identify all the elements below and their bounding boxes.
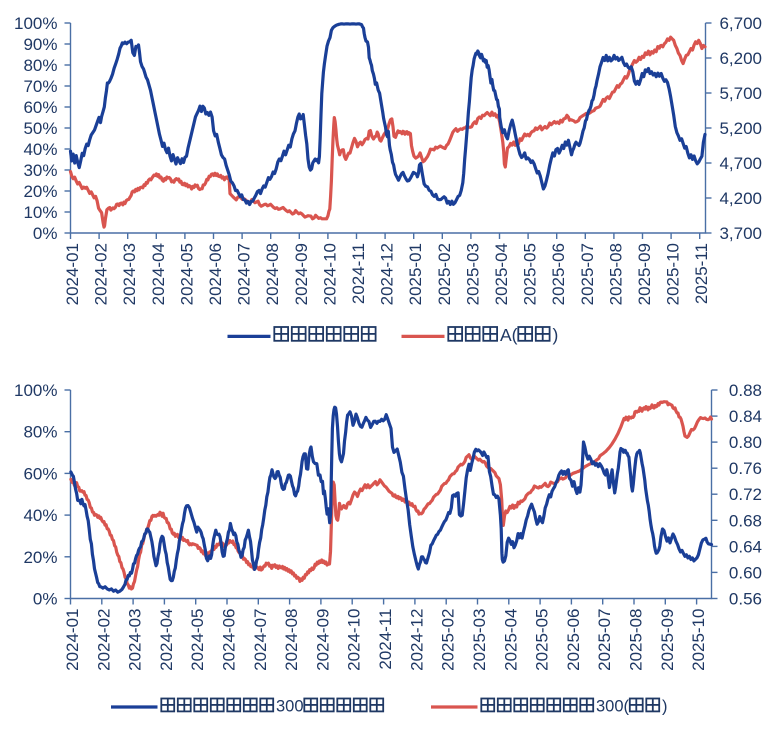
svg-text:20%: 20% — [23, 182, 57, 201]
svg-text:2025-10: 2025-10 — [689, 609, 708, 671]
svg-text:2025-07: 2025-07 — [595, 609, 614, 671]
svg-text:0.88: 0.88 — [729, 381, 762, 400]
svg-text:0%: 0% — [33, 224, 58, 243]
svg-text:2024-03: 2024-03 — [126, 609, 145, 671]
svg-text:2024-01: 2024-01 — [63, 243, 82, 305]
svg-text:100%: 100% — [14, 14, 57, 33]
svg-text:2025-06: 2025-06 — [564, 609, 583, 671]
svg-text:90%: 90% — [23, 35, 57, 54]
svg-text:2024-04: 2024-04 — [157, 609, 176, 671]
svg-text:0.68: 0.68 — [729, 511, 762, 530]
svg-text:2024-12: 2024-12 — [378, 243, 397, 305]
svg-text:2024-11: 2024-11 — [376, 609, 395, 670]
svg-text:0.80: 0.80 — [729, 433, 762, 452]
svg-text:2024-09: 2024-09 — [292, 243, 311, 305]
svg-text:6,200: 6,200 — [719, 49, 762, 68]
svg-text:0%: 0% — [33, 590, 58, 609]
svg-text:2024-07: 2024-07 — [251, 609, 270, 671]
svg-text:2025-07: 2025-07 — [578, 243, 597, 305]
svg-text:20%: 20% — [23, 548, 57, 567]
svg-text:2024-09: 2024-09 — [313, 609, 332, 671]
svg-text:0.76: 0.76 — [729, 459, 762, 478]
svg-text:5,200: 5,200 — [719, 119, 762, 138]
svg-text:300(: 300( — [596, 698, 630, 716]
svg-text:2025-05: 2025-05 — [521, 243, 540, 305]
svg-text:80%: 80% — [23, 56, 57, 75]
svg-text:60%: 60% — [23, 98, 57, 117]
svg-text:2024-03: 2024-03 — [120, 243, 139, 305]
svg-text:2025-09: 2025-09 — [658, 609, 677, 671]
svg-text:2025-10: 2025-10 — [664, 243, 683, 305]
svg-text:0.72: 0.72 — [729, 485, 762, 504]
svg-text:2024-01: 2024-01 — [63, 609, 82, 671]
svg-text:10%: 10% — [23, 203, 57, 222]
svg-text:30%: 30% — [23, 161, 57, 180]
svg-text:2024-07: 2024-07 — [235, 243, 254, 305]
svg-text:A(: A( — [500, 325, 518, 345]
svg-text:2024-08: 2024-08 — [282, 609, 301, 671]
svg-text:50%: 50% — [23, 119, 57, 138]
svg-text:0.60: 0.60 — [729, 563, 762, 582]
svg-text:2024-02: 2024-02 — [92, 243, 111, 305]
svg-text:2025-03: 2025-03 — [463, 243, 482, 305]
svg-text:60%: 60% — [23, 464, 57, 483]
svg-text:3,700: 3,700 — [719, 224, 762, 243]
svg-text:0.84: 0.84 — [729, 407, 762, 426]
svg-text:2024-05: 2024-05 — [177, 243, 196, 305]
svg-text:2025-03: 2025-03 — [470, 609, 489, 671]
svg-text:2025-04: 2025-04 — [492, 243, 511, 305]
svg-text:5,700: 5,700 — [719, 84, 762, 103]
svg-text:2024-05: 2024-05 — [188, 609, 207, 671]
svg-text:2024-04: 2024-04 — [149, 243, 168, 305]
svg-text:0.56: 0.56 — [729, 590, 762, 609]
svg-text:2024-12: 2024-12 — [407, 609, 426, 671]
svg-text:2025-02: 2025-02 — [435, 243, 454, 305]
svg-text:): ) — [662, 698, 668, 716]
svg-text:2025-05: 2025-05 — [533, 609, 552, 671]
svg-text:2024-11: 2024-11 — [349, 243, 368, 304]
svg-text:70%: 70% — [23, 77, 57, 96]
svg-text:2025-04: 2025-04 — [501, 609, 520, 671]
svg-text:2025-08: 2025-08 — [627, 609, 646, 671]
svg-text:2024-06: 2024-06 — [206, 243, 225, 305]
svg-text:2025-08: 2025-08 — [606, 243, 625, 305]
svg-text:2025-02: 2025-02 — [439, 609, 458, 671]
svg-text:0.64: 0.64 — [729, 537, 762, 556]
svg-text:4,200: 4,200 — [719, 189, 762, 208]
svg-text:2024-10: 2024-10 — [320, 243, 339, 305]
svg-text:2025-09: 2025-09 — [635, 243, 654, 305]
svg-text:4,700: 4,700 — [719, 154, 762, 173]
svg-text:6,700: 6,700 — [719, 14, 762, 33]
svg-text:100%: 100% — [14, 381, 57, 400]
svg-text:300: 300 — [276, 698, 304, 716]
svg-text:2025-11: 2025-11 — [692, 243, 711, 304]
svg-text:): ) — [553, 325, 559, 345]
svg-text:80%: 80% — [23, 423, 57, 442]
svg-text:2024-08: 2024-08 — [263, 243, 282, 305]
svg-text:2024-10: 2024-10 — [345, 609, 364, 671]
svg-text:2024-06: 2024-06 — [220, 609, 239, 671]
svg-text:40%: 40% — [23, 140, 57, 159]
svg-text:40%: 40% — [23, 506, 57, 525]
svg-text:2025-06: 2025-06 — [549, 243, 568, 305]
svg-text:2025-01: 2025-01 — [406, 243, 425, 305]
svg-text:2024-02: 2024-02 — [94, 609, 113, 671]
